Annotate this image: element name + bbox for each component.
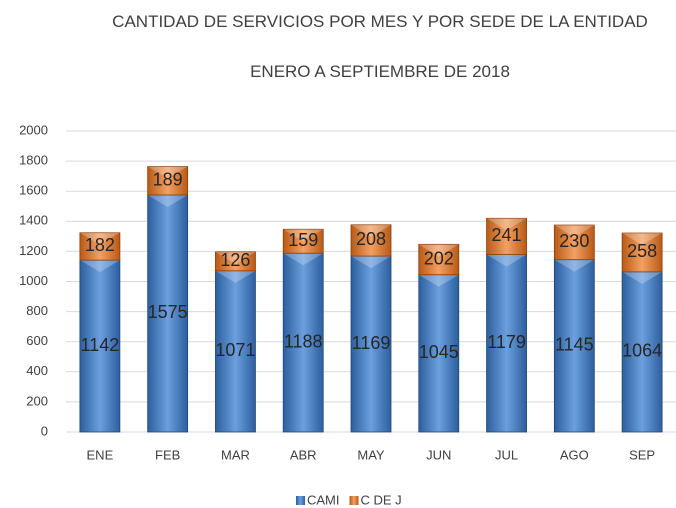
bar-segment	[350, 224, 392, 257]
y-tick-label: 200	[26, 393, 48, 408]
bar-bevel	[486, 218, 527, 231]
data-label: 208	[356, 229, 386, 249]
data-label: 1064	[622, 341, 662, 361]
data-label: 1045	[419, 342, 459, 362]
bar-bevel	[215, 251, 256, 264]
x-tick-label: JUL	[495, 447, 518, 462]
bar-segment	[486, 254, 527, 433]
bar-bevel	[554, 259, 595, 272]
data-label: 1188	[284, 331, 323, 351]
data-label: 1575	[148, 302, 188, 322]
bar-segment	[79, 232, 121, 261]
y-tick-label: 600	[26, 333, 48, 348]
data-label: 1169	[352, 333, 391, 353]
chart-title: CANTIDAD DE SERVICIOS POR MES Y POR SEDE…	[112, 12, 648, 31]
data-label: 1071	[215, 340, 255, 360]
bar-segment	[553, 224, 595, 261]
bar-segment	[621, 271, 663, 433]
bar-bevel	[79, 260, 120, 273]
bar-segment	[282, 228, 324, 254]
bar-bevel	[147, 166, 188, 179]
data-label: 189	[153, 169, 183, 189]
bar-segment	[621, 232, 663, 273]
y-tick-label: 2000	[19, 122, 48, 137]
y-tick-label: 1400	[19, 213, 48, 228]
x-tick-label: ENE	[87, 447, 114, 462]
bar-segment	[215, 251, 256, 272]
data-label: 1145	[555, 335, 594, 355]
bar-bevel	[622, 233, 663, 246]
bar-bevel	[418, 274, 459, 287]
bar-segment	[418, 274, 460, 433]
bar-bevel	[215, 270, 256, 283]
legend-label: CAMI	[307, 492, 340, 507]
bar-segment	[215, 270, 256, 433]
y-tick-label: 0	[41, 423, 48, 438]
legend-swatch	[349, 496, 359, 505]
bar-bevel	[351, 224, 391, 237]
bar-bevel	[79, 232, 120, 245]
y-tick-label: 1200	[19, 243, 48, 258]
y-tick-label: 1000	[19, 273, 48, 288]
data-label: 241	[492, 225, 522, 245]
bar-bevel	[283, 253, 324, 266]
data-label: 126	[220, 250, 250, 270]
x-tick-label: FEB	[155, 447, 180, 462]
bar-bevel	[554, 225, 595, 238]
y-tick-label: 800	[26, 303, 48, 318]
x-tick-label: ABR	[290, 447, 317, 462]
bar-segment	[553, 259, 595, 433]
y-tick-label: 1600	[19, 183, 48, 198]
chart-subtitle: ENERO A SEPTIEMBRE DE 2018	[250, 62, 510, 81]
x-tick-label: MAR	[221, 447, 250, 462]
bar-segment	[147, 194, 189, 433]
y-tick-label: 400	[26, 363, 48, 378]
legend-label: C DE J	[361, 492, 402, 507]
x-tick-label: SEP	[629, 447, 655, 462]
bar-bevel	[283, 229, 324, 242]
data-label: 230	[559, 231, 589, 251]
bar-bevel	[622, 271, 663, 284]
legend-swatch	[296, 496, 305, 505]
bar-segment	[282, 252, 324, 433]
data-label: 202	[424, 248, 454, 268]
data-label: 1142	[81, 335, 120, 355]
bar-bevel	[351, 256, 391, 269]
bar-bevel	[147, 194, 188, 207]
bar-segment	[486, 217, 527, 255]
bar-bevel	[486, 254, 527, 267]
data-label: 258	[627, 241, 657, 261]
x-tick-label: MAY	[357, 447, 385, 462]
data-label: 159	[288, 230, 318, 250]
x-tick-label: JUN	[426, 447, 451, 462]
bar-segment	[147, 166, 189, 196]
x-tick-label: AGO	[560, 447, 589, 462]
data-label: 1179	[487, 332, 526, 352]
data-label: 182	[85, 235, 115, 255]
y-tick-label: 1800	[19, 153, 48, 168]
bar-bevel	[418, 244, 459, 257]
bar-segment	[418, 243, 460, 276]
